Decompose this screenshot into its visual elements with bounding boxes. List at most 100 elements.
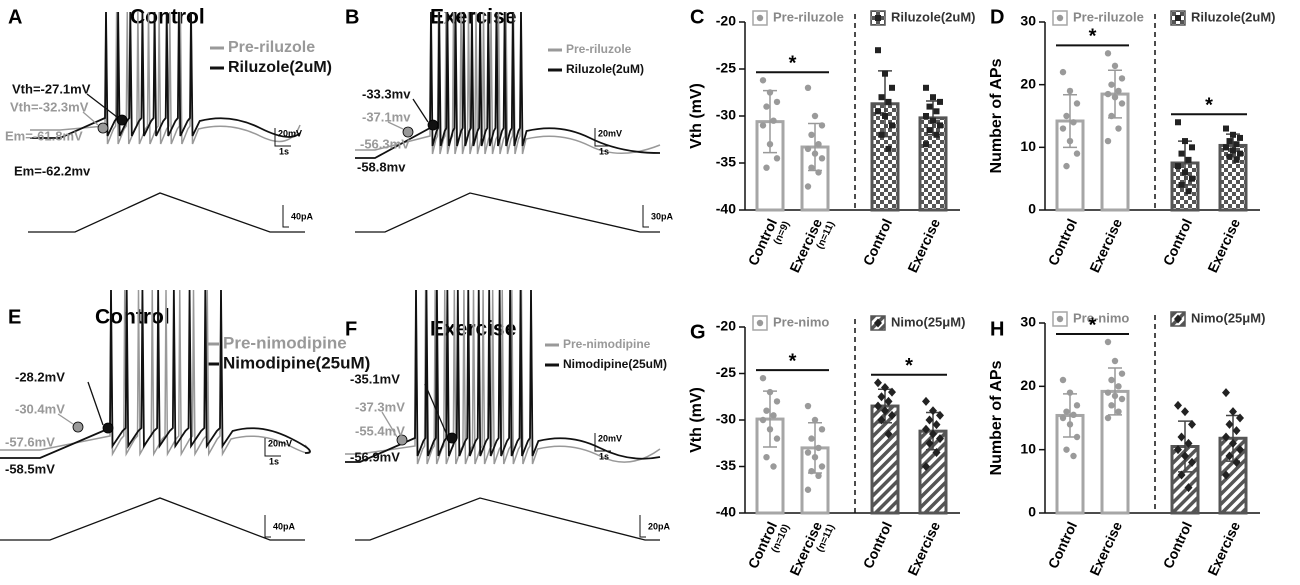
x-tick-label: Control [1160,519,1196,571]
data-point [882,113,888,119]
data-point [804,449,812,456]
annotation-arrow [381,411,398,438]
data-point [925,438,934,448]
data-point [925,415,934,425]
annotation: -28.2mV [15,369,65,384]
data-point [763,164,770,171]
data-point [1185,188,1192,195]
annotation: -37.3mV [355,399,405,414]
scale-label: 20mV [598,128,622,138]
annotation: -56.3mV [360,136,410,151]
data-point [1118,370,1126,377]
data-point [808,467,815,475]
x-tick-label: Exercise [1204,519,1243,578]
trace [0,289,311,459]
x-tick-label: Exercise [1086,216,1125,275]
data-point [756,14,764,22]
data-point [881,382,889,392]
data-point [759,416,767,424]
bar [800,446,830,515]
scale-bar [594,433,611,452]
bar [1170,445,1200,515]
trace [30,11,301,145]
significance-label: * [1089,26,1097,48]
legend-label: Nimo(25μM) [891,314,965,329]
data-point [1236,413,1244,423]
legend-label: Pre-nimodipine [563,337,651,351]
legend-label: Nimodipine(25uM) [223,353,370,372]
y-tick-label: -40 [716,201,736,217]
data-point [1174,314,1182,324]
significance-label: * [1205,95,1213,117]
data-point [1184,438,1193,448]
data-point [1104,338,1112,346]
x-tick-label: Exercise [1086,519,1125,578]
data-point [759,77,767,84]
scale-bar [282,205,289,228]
data-point [889,122,895,129]
data-point [1056,315,1064,323]
data-point [926,103,933,110]
annotation: -58.8mv [357,159,406,174]
y-tick-label: -25 [716,60,736,76]
scale-label: 1s [599,451,609,461]
y-tick-label: 10 [1020,138,1036,154]
data-point [1181,407,1189,417]
data-point [1063,162,1070,170]
data-point [888,410,896,420]
data-point [937,122,943,129]
data-point [759,374,767,382]
data-point [770,117,777,124]
data-point [881,406,889,416]
data-point [1059,376,1067,384]
panel-label: H [990,318,1004,340]
annotation: -30.4mV [15,401,65,416]
data-point [875,108,881,115]
y-tick-label: -20 [716,13,736,29]
legend-label: Riluzole(2uM) [1191,9,1276,24]
data-point [1174,445,1182,455]
data-point [1229,407,1237,417]
y-axis-label: Number of APs [988,58,1005,173]
data-point [804,145,812,153]
current-ramp [355,497,660,541]
data-point [815,169,822,176]
data-point [884,396,893,406]
y-tick-label: -40 [716,504,736,520]
data-point [804,183,812,190]
data-point [885,98,892,105]
data-point [1073,150,1081,157]
legend-label: Pre-nimo [1073,310,1129,325]
data-point [923,84,929,91]
x-tick-label: Control [860,519,896,571]
data-point [1066,421,1074,428]
data-point [1181,451,1189,461]
data-point [930,117,936,124]
current-ramp [28,192,305,233]
data-point [1188,419,1196,429]
legend-label: Riluzole(2uM) [891,9,976,24]
trace [0,289,311,457]
panel-label: D [990,6,1004,28]
data-point [922,396,930,406]
data-point [804,84,812,92]
annotation: -55.4mV [355,423,405,438]
data-point [1230,147,1236,154]
data-point [877,415,886,425]
data-point [1059,414,1067,422]
error-bar [1108,367,1122,416]
panel-label: E [8,306,21,328]
data-point [811,416,819,424]
data-point [811,112,819,120]
data-point [773,398,781,405]
data-point [885,145,892,152]
data-point [930,94,936,101]
data-point [1237,150,1243,157]
data-point [1108,112,1115,120]
data-point [770,463,777,470]
y-tick-label: 20 [1020,377,1036,393]
data-point [923,113,929,119]
y-tick-label: 20 [1020,75,1036,91]
data-point [1189,144,1195,151]
